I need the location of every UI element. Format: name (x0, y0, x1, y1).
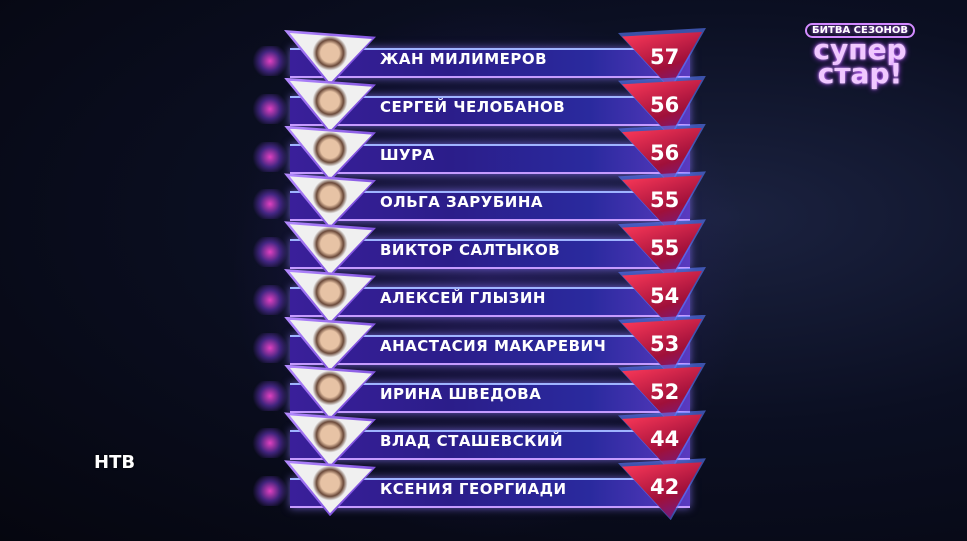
contestant-score: 55 (650, 236, 680, 261)
contestant-score: 53 (650, 331, 680, 356)
leaderboard-row: ОЛЬГА ЗАРУБИНА 55 (250, 171, 720, 234)
name-bar (290, 478, 690, 509)
leaderboard-row: АЛЕКСЕЙ ГЛЫЗИН 54 (250, 267, 720, 329)
contestant-name: ОЛЬГА ЗАРУБИНА (380, 193, 544, 212)
star-icon (250, 93, 290, 124)
contestant-name: ИРИНА ШВЕДОВА (380, 384, 542, 403)
leaderboard-row: СЕРГЕЙ ЧЕЛОБАНОВ 56 (250, 75, 720, 138)
star-icon (250, 332, 290, 363)
show-logo: БИТВА СЕЗОНОВ супер стар! (800, 18, 920, 90)
contestant-score: 55 (650, 188, 680, 213)
leaderboard-row: ЖАН МИЛИМЕРОВ 57 (250, 28, 720, 90)
contestant-score: 44 (650, 427, 680, 452)
channel-logo: НТВ (94, 452, 136, 473)
leaderboard-row: ИРИНА ШВЕДОВА 52 (250, 362, 720, 425)
contestant-name: ШУРА (380, 145, 435, 164)
contestant-name: ВИКТОР САЛТЫКОВ (380, 241, 561, 260)
logo-title-line2: стар! (817, 57, 903, 90)
star-icon (250, 380, 290, 411)
star-icon (250, 189, 290, 220)
contestant-name: ВЛАД СТАШЕВСКИЙ (380, 432, 564, 451)
name-bar (290, 430, 690, 461)
star-icon (250, 476, 290, 507)
contestant-name: АЛЕКСЕЙ ГЛЫЗИН (380, 289, 546, 307)
contestant-name: КСЕНИЯ ГЕОРГИАДИ (380, 480, 567, 499)
contestant-score: 54 (650, 284, 680, 308)
star-icon (250, 46, 290, 76)
star-icon (250, 428, 290, 459)
leaderboard-row: КСЕНИЯ ГЕОРГИАДИ 42 (250, 458, 720, 521)
star-icon (250, 285, 290, 315)
star-icon (250, 237, 290, 268)
leaderboard-row: ШУРА 56 (250, 123, 720, 186)
contestant-score: 42 (650, 475, 680, 500)
logo-title-line1: супер (813, 33, 907, 66)
contestant-name: ЖАН МИЛИМЕРОВ (380, 50, 548, 68)
contestant-score: 56 (650, 140, 680, 165)
leaderboard-row: ВИКТОР САЛТЫКОВ 55 (250, 219, 720, 282)
contestant-name: АНАСТАСИЯ МАКАРЕВИЧ (380, 336, 607, 355)
contestant-name: СЕРГЕЙ ЧЕЛОБАНОВ (380, 97, 566, 116)
contestant-score: 57 (650, 45, 680, 69)
logo-subtitle: БИТВА СЕЗОНОВ (805, 23, 915, 38)
leaderboard-row: АНАСТАСИЯ МАКАРЕВИЧ 53 (250, 314, 720, 377)
contestant-score: 52 (650, 379, 680, 404)
leaderboard-row: ВЛАД СТАШЕВСКИЙ 44 (250, 410, 720, 473)
contestant-score: 56 (650, 92, 680, 117)
star-icon (250, 141, 290, 172)
